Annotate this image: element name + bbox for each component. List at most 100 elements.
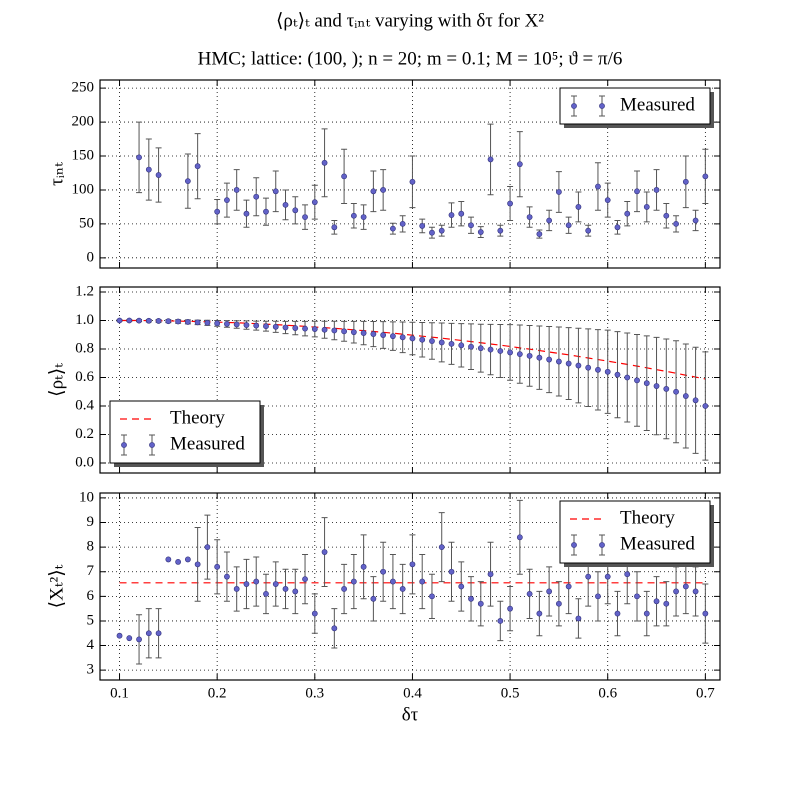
data-point [350, 329, 357, 336]
data-point [224, 197, 230, 204]
data-point [155, 630, 162, 637]
data-point [555, 358, 562, 365]
data-point [272, 323, 279, 330]
data-point [126, 635, 133, 642]
legend-box [109, 400, 261, 464]
data-point [585, 364, 592, 371]
data-point [673, 220, 679, 227]
y-tick-label: 1.0 [75, 312, 94, 328]
y-axis-label: ⟨Xₜ²⟩ₜ [46, 564, 67, 608]
data-point [214, 208, 221, 215]
y-tick-label: 0.2 [75, 426, 94, 442]
data-point [184, 319, 191, 325]
data-point [526, 352, 533, 359]
data-point [477, 345, 484, 352]
data-point [634, 377, 640, 384]
x-tick-label: 0.1 [110, 685, 129, 701]
data-point [575, 615, 582, 622]
data-point [292, 325, 299, 331]
data-point [409, 335, 416, 342]
data-point [487, 346, 494, 353]
data-point [565, 360, 572, 367]
legend-label: Theory [620, 507, 675, 528]
y-tick-label: 8 [87, 539, 95, 555]
data-point [350, 212, 357, 219]
data-point [663, 600, 670, 607]
data-point [165, 556, 172, 563]
data-point [653, 187, 660, 193]
data-point [692, 588, 699, 595]
data-point [458, 342, 465, 349]
data-point [253, 578, 260, 585]
data-point [390, 225, 396, 232]
legend-swatch [149, 442, 155, 448]
data-point [194, 163, 201, 170]
data-point [302, 214, 308, 220]
data-point [272, 188, 279, 195]
data-point [663, 386, 670, 392]
data-point [126, 317, 133, 324]
data-point [380, 568, 387, 575]
data-point [253, 322, 260, 329]
data-point [282, 586, 289, 592]
chart-title: ⟨ρₜ⟩ₜ and τᵢₙₜ varying with δτ for X² [276, 10, 544, 31]
data-point [194, 319, 201, 326]
data-point [175, 558, 182, 565]
data-point [614, 610, 621, 617]
data-point [643, 610, 650, 617]
data-point [468, 343, 474, 350]
data-point [682, 393, 689, 399]
data-point [263, 208, 269, 215]
data-point [341, 328, 347, 335]
legend-box [559, 87, 711, 125]
data-point [380, 187, 387, 193]
data-point [458, 210, 465, 217]
data-point [409, 178, 416, 185]
data-point [497, 227, 504, 234]
y-tick-label: 7 [87, 563, 95, 579]
data-point [184, 556, 191, 563]
legend-swatch [121, 442, 127, 448]
data-point [643, 380, 650, 387]
x-axis-label: δτ [402, 704, 419, 725]
data-point [175, 318, 182, 325]
data-point [604, 368, 611, 375]
measured-series [136, 121, 709, 239]
x-tick-label: 0.7 [696, 685, 715, 701]
data-point [702, 173, 709, 180]
data-point [526, 214, 533, 220]
data-point [438, 339, 445, 346]
data-point [595, 593, 601, 600]
data-point [136, 317, 142, 324]
data-point [399, 220, 406, 227]
data-point [468, 595, 474, 602]
data-point [419, 223, 426, 229]
data-point [477, 229, 484, 235]
data-point [663, 212, 670, 219]
data-point [604, 573, 611, 580]
y-tick-label: 50 [79, 215, 94, 231]
data-point [419, 336, 426, 343]
data-point [204, 319, 211, 326]
data-point [243, 210, 250, 217]
data-point [370, 595, 377, 602]
data-point [302, 576, 308, 583]
data-point [614, 224, 621, 231]
legend-box [559, 500, 711, 564]
y-tick-label: 9 [87, 514, 95, 530]
data-point [233, 586, 240, 592]
data-point [145, 630, 152, 637]
data-point [526, 590, 533, 597]
data-point [321, 159, 328, 166]
data-point [429, 338, 435, 344]
data-point [419, 578, 426, 585]
data-point [233, 187, 240, 193]
data-point [311, 199, 318, 206]
y-tick-label: 0 [87, 249, 95, 265]
data-point [341, 586, 347, 592]
legend-label: Measured [620, 533, 695, 554]
data-point [682, 178, 689, 185]
data-point [292, 588, 299, 595]
data-point [390, 578, 396, 585]
